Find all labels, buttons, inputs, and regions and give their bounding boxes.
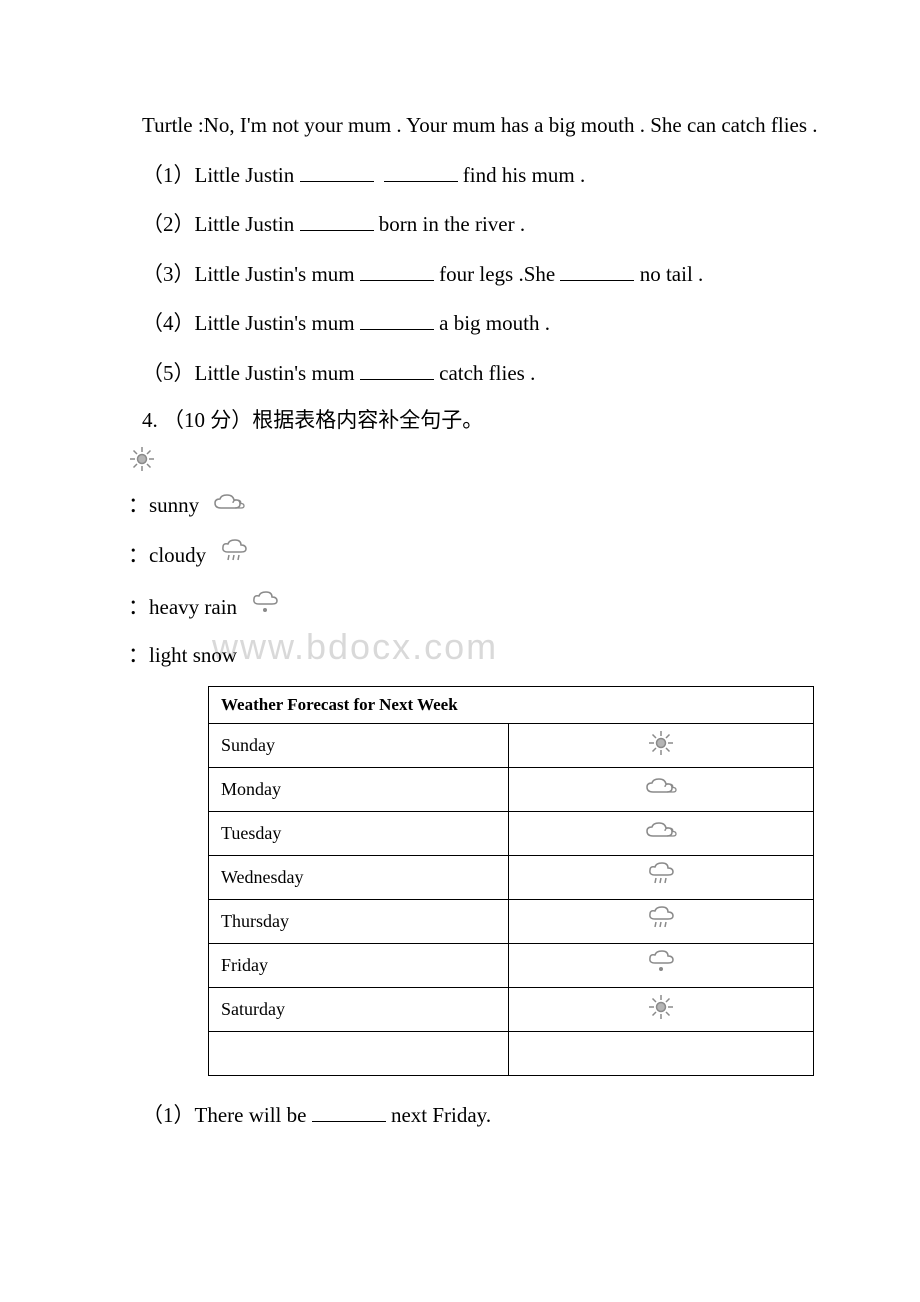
legend-row-sunny: ： sunny: [128, 492, 820, 520]
table-row: Monday: [209, 767, 814, 811]
legend-colon: ：: [128, 493, 149, 518]
weather-icon-cell: [509, 855, 814, 899]
sun-icon: [128, 445, 156, 478]
weather-icon-cell: [509, 987, 814, 1031]
weather-table: Weather Forecast for Next Week Sunday: [208, 686, 814, 1076]
rain-icon: [645, 906, 677, 937]
day-cell: Thursday: [209, 899, 509, 943]
table-row: Saturday: [209, 987, 814, 1031]
q3-item-3-suffix: no tail .: [640, 262, 704, 286]
legend-colon: ：: [128, 595, 149, 620]
table-title: Weather Forecast for Next Week: [209, 686, 814, 723]
q3-item-5-suffix: catch flies .: [439, 361, 535, 385]
table-row: Tuesday: [209, 811, 814, 855]
q3-item-1-suffix: find his mum .: [463, 163, 586, 187]
weather-icon-cell: [509, 767, 814, 811]
legend-label-light-snow: light snow: [149, 643, 237, 668]
blank: [560, 257, 634, 281]
rain-icon: [645, 862, 677, 893]
legend-row-light-snow: ： light snow: [128, 643, 820, 668]
day-cell: Wednesday: [209, 855, 509, 899]
blank: [312, 1098, 386, 1122]
empty-cell: [209, 1031, 509, 1075]
sun-icon: [647, 729, 675, 762]
legend-colon: ：: [128, 643, 149, 668]
blank: [360, 257, 434, 281]
blank: [384, 158, 458, 182]
q3-item-3: （3）Little Justin's mum four legs .She no…: [142, 257, 820, 291]
snow-icon: [249, 590, 281, 624]
q3-item-2: （2）Little Justin born in the river .: [142, 207, 820, 241]
legend-sun-solo-icon: [128, 445, 820, 478]
table-row: Wednesday: [209, 855, 814, 899]
day-cell: Tuesday: [209, 811, 509, 855]
cloud-icon: [643, 777, 679, 802]
q3-item-3-mid: four legs .She: [439, 262, 555, 286]
blank: [300, 158, 374, 182]
weather-icon-cell: [509, 943, 814, 987]
legend-label-heavy-rain: heavy rain: [149, 595, 237, 620]
passage-turtle-line: Turtle :No, I'm not your mum . Your mum …: [100, 110, 820, 142]
q3-item-1: （1）Little Justin find his mum .: [142, 158, 820, 192]
q3-item-1-prefix: （1）Little Justin: [142, 163, 294, 187]
table-row: Thursday: [209, 899, 814, 943]
q3-item-3-prefix: （3）Little Justin's mum: [142, 262, 355, 286]
snow-icon: [645, 950, 677, 981]
q3-item-2-suffix: born in the river .: [379, 212, 525, 236]
legend-row-cloudy: ： cloudy: [128, 538, 820, 572]
day-cell: Monday: [209, 767, 509, 811]
empty-cell: [509, 1031, 814, 1075]
q3-item-5-prefix: （5）Little Justin's mum: [142, 361, 355, 385]
q3-item-4: （4）Little Justin's mum a big mouth .: [142, 306, 820, 340]
table-header-row: Weather Forecast for Next Week: [209, 686, 814, 723]
blank: [360, 306, 434, 330]
weather-icon-cell: [509, 899, 814, 943]
legend-label-sunny: sunny: [149, 493, 199, 518]
day-cell: Saturday: [209, 987, 509, 1031]
q4-q1-prefix: （1）There will be: [142, 1103, 306, 1127]
q4-header: 4. （10 分）根据表格内容补全句子。: [142, 405, 820, 437]
q4-question-1: （1）There will be next Friday.: [142, 1098, 820, 1129]
legend-colon: ：: [128, 543, 149, 568]
legend-label-cloudy: cloudy: [149, 543, 206, 568]
q3-item-5: （5）Little Justin's mum catch flies .: [142, 356, 820, 390]
cloud-icon: [211, 492, 247, 520]
blank: [300, 207, 374, 231]
rain-icon: [218, 538, 250, 572]
q3-item-4-prefix: （4）Little Justin's mum: [142, 311, 355, 335]
table-row: Friday: [209, 943, 814, 987]
q4-q1-suffix: next Friday.: [391, 1103, 491, 1127]
day-cell: Sunday: [209, 723, 509, 767]
cloud-icon: [643, 821, 679, 846]
table-row-empty: [209, 1031, 814, 1075]
day-cell: Friday: [209, 943, 509, 987]
blank: [360, 356, 434, 380]
sun-icon: [647, 993, 675, 1026]
legend-row-heavy-rain: ： heavy rain: [128, 590, 820, 624]
q3-item-2-prefix: （2）Little Justin: [142, 212, 294, 236]
table-row: Sunday: [209, 723, 814, 767]
weather-icon-cell: [509, 723, 814, 767]
q3-item-4-suffix: a big mouth .: [439, 311, 550, 335]
weather-icon-cell: [509, 811, 814, 855]
